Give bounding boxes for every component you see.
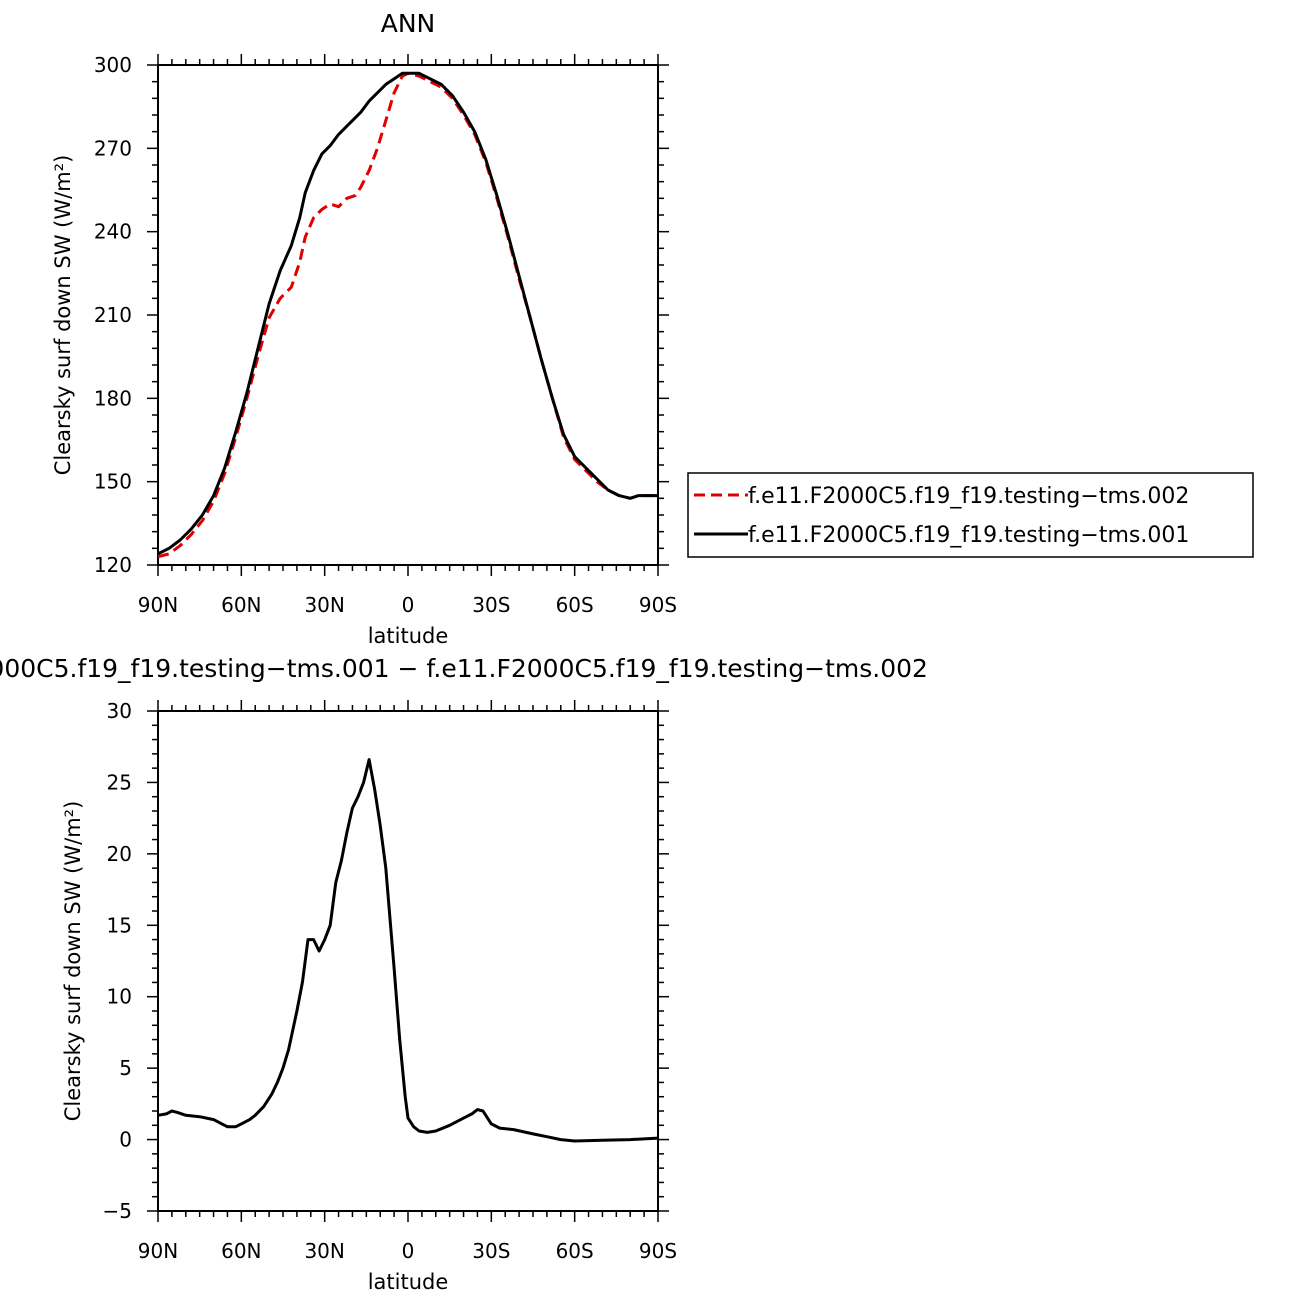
x-tick-label: 60N — [221, 1239, 261, 1263]
x-tick-label: 0 — [402, 593, 415, 617]
legend-label-2: f.e11.F2000C5.f19_f19.testing−tms.001 — [748, 523, 1189, 548]
x-axis-label: latitude — [368, 1270, 449, 1294]
series-line-1 — [157, 758, 659, 1143]
y-tick-label: 15 — [107, 913, 132, 937]
chart-panel-1: ANN 90N 60N 30N 0 30S 60S 90S 120 150 180 210 240 270… — [51, 9, 1254, 648]
y-tick-label: −5 — [103, 1199, 132, 1223]
x-tick-label: 60S — [556, 593, 594, 617]
x-tick-label: 0 — [402, 1239, 415, 1263]
y-axis-label: Clearsky surf down SW (W/m²) — [51, 155, 75, 476]
x-tick-label: 90S — [639, 1239, 677, 1263]
y-tick-label: 120 — [94, 553, 132, 577]
x-tick-label: 60N — [221, 593, 261, 617]
y-tick-label: 25 — [107, 770, 132, 794]
legend-box — [687, 472, 1254, 558]
x-tick-label: 60S — [556, 1239, 594, 1263]
x-tick-label: 30S — [472, 593, 510, 617]
x-tick-label: 30N — [304, 593, 344, 617]
chart-title: ANN — [381, 9, 436, 38]
x-tick-label: 90S — [639, 593, 677, 617]
x-tick-label: 90N — [138, 1239, 178, 1263]
series-line-2 — [157, 71, 658, 556]
legend: f.e11.F2000C5.f19_f19.testing−tms.002 f.e… — [687, 472, 1254, 558]
x-tick-label: 30S — [472, 1239, 510, 1263]
legend-label-1: f.e11.F2000C5.f19_f19.testing−tms.002 — [748, 484, 1189, 509]
y-tick-label: 180 — [94, 386, 132, 410]
y-tick-label: 10 — [107, 985, 132, 1009]
chart-panel-2: f.e11.F2000C5.f19_f19.testing−tms.001 − … — [0, 654, 928, 1294]
chart-title: f.e11.F2000C5.f19_f19.testing−tms.001 − … — [0, 654, 928, 683]
series-line-1 — [157, 71, 658, 559]
y-tick-label: 0 — [119, 1128, 132, 1152]
y-tick-label: 5 — [119, 1056, 132, 1080]
y-tick-label: 270 — [94, 136, 132, 160]
y-tick-label: 150 — [94, 470, 132, 494]
y-tick-label: 210 — [94, 303, 132, 327]
x-axis-label: latitude — [368, 624, 449, 648]
y-tick-label: 300 — [94, 53, 132, 77]
y-tick-label: 20 — [107, 842, 132, 866]
y-axis-label: Clearsky surf down SW (W/m²) — [61, 801, 85, 1122]
y-tick-label: 30 — [107, 699, 132, 723]
y-tick-label: 240 — [94, 220, 132, 244]
x-tick-label: 30N — [304, 1239, 344, 1263]
x-tick-label: 90N — [138, 593, 178, 617]
